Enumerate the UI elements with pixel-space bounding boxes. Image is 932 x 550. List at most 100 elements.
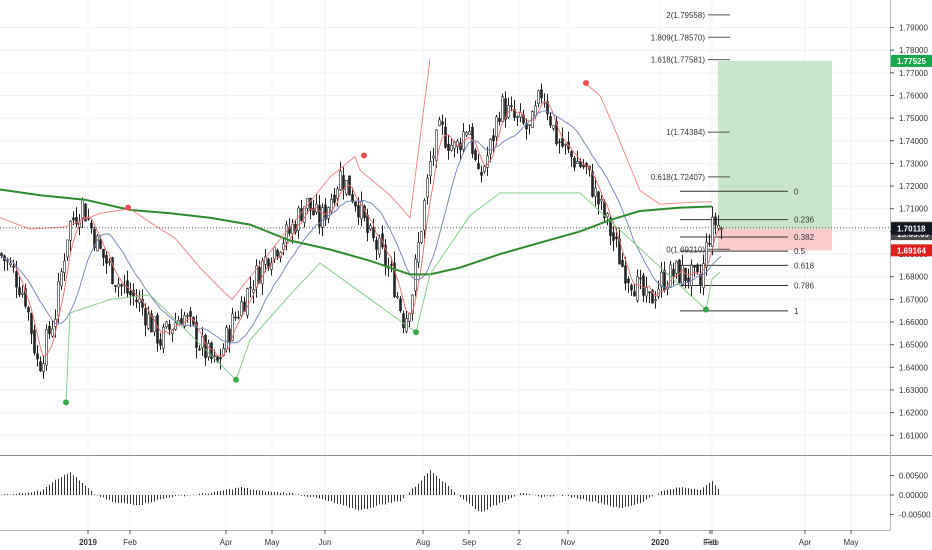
candle-body bbox=[15, 271, 18, 288]
candle-body bbox=[27, 307, 30, 313]
candle-body bbox=[717, 224, 720, 229]
candle-body bbox=[297, 207, 300, 231]
candle-body bbox=[573, 157, 576, 168]
candle-body bbox=[540, 89, 543, 99]
buy-marker bbox=[703, 306, 709, 313]
candle-body bbox=[9, 262, 12, 266]
candle-body bbox=[120, 284, 123, 287]
candle-body bbox=[150, 313, 153, 333]
candle-body bbox=[495, 116, 498, 138]
candle-body bbox=[621, 260, 624, 267]
candle-body bbox=[675, 260, 678, 274]
candle-body bbox=[672, 269, 675, 277]
candle-body bbox=[282, 243, 285, 250]
candle-body bbox=[105, 255, 108, 264]
candle-body bbox=[708, 242, 711, 245]
candle-body bbox=[576, 161, 579, 164]
candle-body bbox=[306, 198, 309, 209]
candle-body bbox=[237, 316, 240, 319]
candle-body bbox=[312, 208, 315, 216]
candle-body bbox=[402, 313, 405, 329]
retracement-tool: 0 0.236 0.382 0.5 0.618 0.786 1 bbox=[680, 187, 815, 316]
retracement-label: 0.382 bbox=[794, 233, 815, 242]
ma-long-line bbox=[0, 188, 713, 276]
candle-body bbox=[261, 260, 264, 285]
candle-body bbox=[489, 139, 492, 155]
extension-label: 0(1.69210) bbox=[666, 245, 705, 254]
candle-body bbox=[564, 143, 567, 146]
candle-body bbox=[450, 144, 453, 151]
candle-body bbox=[612, 232, 615, 241]
candle-body bbox=[24, 288, 27, 307]
candle-body bbox=[198, 348, 201, 351]
candle-body bbox=[231, 313, 234, 341]
price-tick-label: 1.77000 bbox=[899, 69, 928, 78]
price-tick-label: 1.68000 bbox=[899, 273, 928, 282]
candle-body bbox=[207, 343, 210, 358]
candle-body bbox=[492, 135, 495, 142]
candle-body bbox=[96, 235, 99, 252]
candle-body bbox=[276, 250, 279, 257]
candle-body bbox=[480, 171, 483, 176]
osc-tick-label: 0.00000 bbox=[899, 491, 928, 500]
time-tick-label: Jun bbox=[319, 538, 332, 547]
time-tick-label: Apr bbox=[799, 538, 812, 547]
candle-body bbox=[225, 327, 228, 350]
candle-body bbox=[693, 265, 696, 268]
candle-body bbox=[636, 276, 639, 301]
candle-body bbox=[267, 258, 270, 268]
trailing-stop-red bbox=[584, 82, 712, 205]
candle-body bbox=[111, 257, 114, 284]
candle-body bbox=[45, 329, 48, 366]
sell-marker bbox=[583, 80, 589, 87]
candle-body bbox=[63, 260, 66, 274]
candle-body bbox=[324, 204, 327, 220]
candle-body bbox=[21, 292, 24, 295]
candle-body bbox=[39, 361, 42, 372]
price-tick-label: 1.61000 bbox=[899, 431, 928, 440]
candle-body bbox=[522, 114, 525, 124]
candle-body bbox=[84, 203, 87, 222]
candle-body bbox=[459, 142, 462, 151]
candle-body bbox=[33, 329, 36, 354]
candle-body bbox=[654, 299, 657, 302]
time-tick-label: Feb bbox=[705, 538, 719, 547]
candle-body bbox=[549, 116, 552, 126]
candle-body bbox=[336, 188, 339, 199]
price-tick-label: 1.65000 bbox=[899, 341, 928, 350]
candle-body bbox=[351, 194, 354, 203]
candle-body bbox=[444, 126, 447, 148]
time-tick-label: Aug bbox=[416, 538, 430, 547]
candle-body bbox=[72, 217, 75, 221]
candle-body bbox=[399, 298, 402, 312]
sell-marker bbox=[361, 152, 367, 159]
price-tick-label: 1.64000 bbox=[899, 363, 928, 372]
candle-body bbox=[651, 289, 654, 304]
candle-body bbox=[372, 227, 375, 239]
price-tag bbox=[891, 222, 932, 235]
candle-body bbox=[366, 215, 369, 233]
time-tick-label: May bbox=[843, 538, 858, 547]
candle-body bbox=[714, 216, 717, 226]
candle-body bbox=[702, 263, 705, 289]
price-tag-label: 1.69164 bbox=[897, 246, 926, 255]
candle-body bbox=[678, 259, 681, 283]
candle-body bbox=[51, 328, 54, 337]
candle-body bbox=[486, 155, 489, 168]
candle-body bbox=[639, 277, 642, 280]
candle-body bbox=[42, 363, 45, 372]
candle-body bbox=[81, 199, 84, 219]
price-tick-label: 1.78000 bbox=[899, 46, 928, 55]
candle-body bbox=[390, 264, 393, 266]
retracement-label: 0.618 bbox=[794, 261, 815, 270]
price-tick-label: 1.76000 bbox=[899, 91, 928, 100]
osc-tick-label: 0.00500 bbox=[899, 472, 928, 481]
candle-body bbox=[423, 200, 426, 231]
extension-label: 1.809(1.78570) bbox=[651, 33, 706, 42]
candle-body bbox=[108, 260, 111, 263]
candle-body bbox=[6, 260, 9, 263]
candle-body bbox=[93, 229, 96, 249]
time-tick-label: Apr bbox=[220, 538, 233, 547]
candle-body bbox=[570, 151, 573, 158]
candle-body bbox=[501, 96, 504, 122]
